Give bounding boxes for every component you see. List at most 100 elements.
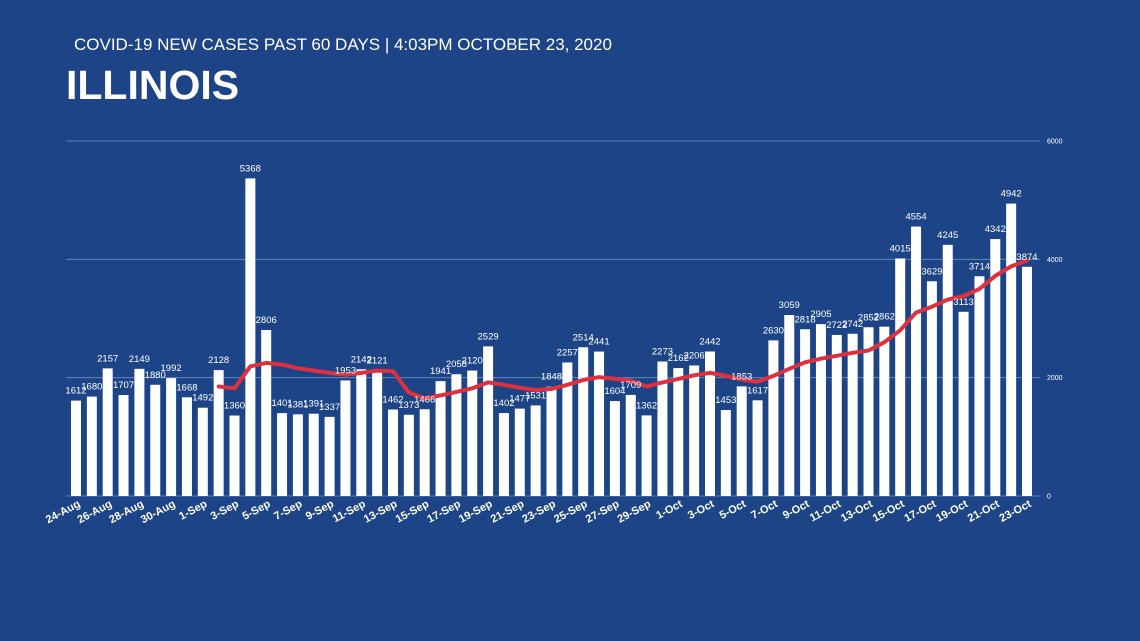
y-axis-ticks: 0 2000 4000 6000 [1047,139,1063,501]
data-label: 1604 [604,386,625,397]
bar [435,381,446,496]
x-tick-label: 28-Aug [107,498,146,526]
x-tick-label: 15-Oct [871,498,907,525]
bar [641,415,652,496]
data-label: 2862 [874,312,895,323]
x-tick-label: 3-Sep [209,498,241,523]
bar [847,333,858,496]
data-label: 4015 [890,243,911,254]
data-label: 1709 [620,380,641,391]
data-label: 2058 [446,359,467,370]
data-label: 2905 [810,309,831,320]
bar [594,351,605,496]
bar [657,361,668,496]
chart-subtitle: COVID-19 NEW CASES PAST 60 DAYS | 4:03PM… [74,35,612,54]
bar [800,329,811,496]
bar [1022,266,1032,496]
data-label: 2120 [462,356,483,367]
bar [292,414,303,496]
bar [245,178,256,497]
x-tick-label: 9-Oct [781,498,812,522]
bar [514,408,525,496]
bar [958,311,969,496]
x-tick-label: 11-Oct [808,498,844,525]
data-label: 1707 [113,380,134,391]
bar [134,368,145,496]
data-label: 2206 [684,350,705,361]
bar [673,368,684,496]
bar [720,410,731,496]
bar [118,395,129,496]
x-tick-label: 17-Sep [425,498,463,526]
bar [388,409,398,496]
bar [71,400,81,496]
x-tick-label: 25-Sep [552,498,590,526]
data-label: 1391 [303,399,324,410]
bar [356,369,367,496]
data-label: 1477 [509,394,530,405]
bar [562,362,573,496]
bar [1006,203,1017,496]
x-tick-label: 5-Oct [718,498,749,522]
data-label: 2149 [129,354,150,365]
bar [895,258,906,496]
x-tick-label: 15-Sep [394,498,432,526]
data-label: 1453 [715,395,736,406]
x-tick-label: 19-Oct [934,498,970,525]
data-label: 1668 [176,382,197,393]
bar [86,396,97,496]
data-label: 1466 [414,394,435,405]
bar [308,413,319,496]
data-label: 2273 [652,347,673,358]
x-tick-label: 26-Aug [76,498,115,526]
data-label: 1617 [747,385,768,396]
x-tick-label: 1-Oct [654,498,685,522]
bar [498,413,509,496]
y-tick-label: 0 [1047,494,1051,501]
bar [990,239,1001,496]
bar [689,365,700,496]
bar [261,329,272,496]
bar [736,386,747,496]
moving-average-line [216,258,1029,401]
x-tick-label: 9-Sep [304,498,336,523]
bar [324,416,335,496]
data-label: 1373 [398,400,419,411]
data-label: 1612 [65,386,86,397]
data-label: 1402 [493,398,514,409]
data-label: 2162 [668,353,689,364]
data-label: 1462 [382,394,403,405]
data-label: 2514 [573,332,594,343]
x-tick-label: 5-Sep [241,498,273,523]
data-label: 2121 [367,356,388,367]
x-tick-label: 1-Sep [177,498,209,523]
bar [277,413,288,496]
data-label: 1992 [161,363,182,374]
data-label: 4342 [985,224,1006,235]
data-label: 1531 [525,390,546,401]
x-tick-label: 13-Sep [362,498,400,526]
bar [102,368,113,496]
data-label: 4245 [937,230,958,241]
bar [419,409,430,496]
bar [625,394,636,496]
data-label: 1401 [271,398,292,409]
data-label: 1941 [430,366,451,377]
bar [467,370,478,496]
bar [911,226,922,496]
bar [879,326,890,496]
bar [197,407,208,496]
x-tick-label: 19-Sep [457,498,495,526]
bar [831,334,842,496]
x-tick-label: 23-Oct [998,498,1034,525]
data-label: 1848 [541,372,562,383]
x-tick-label: 27-Sep [584,498,622,526]
data-label: 1362 [636,400,657,411]
bar [229,415,240,496]
data-label: 3059 [779,300,800,311]
bar [181,397,192,496]
x-tick-label: 11-Sep [331,498,368,525]
y-tick-label: 6000 [1047,139,1063,146]
